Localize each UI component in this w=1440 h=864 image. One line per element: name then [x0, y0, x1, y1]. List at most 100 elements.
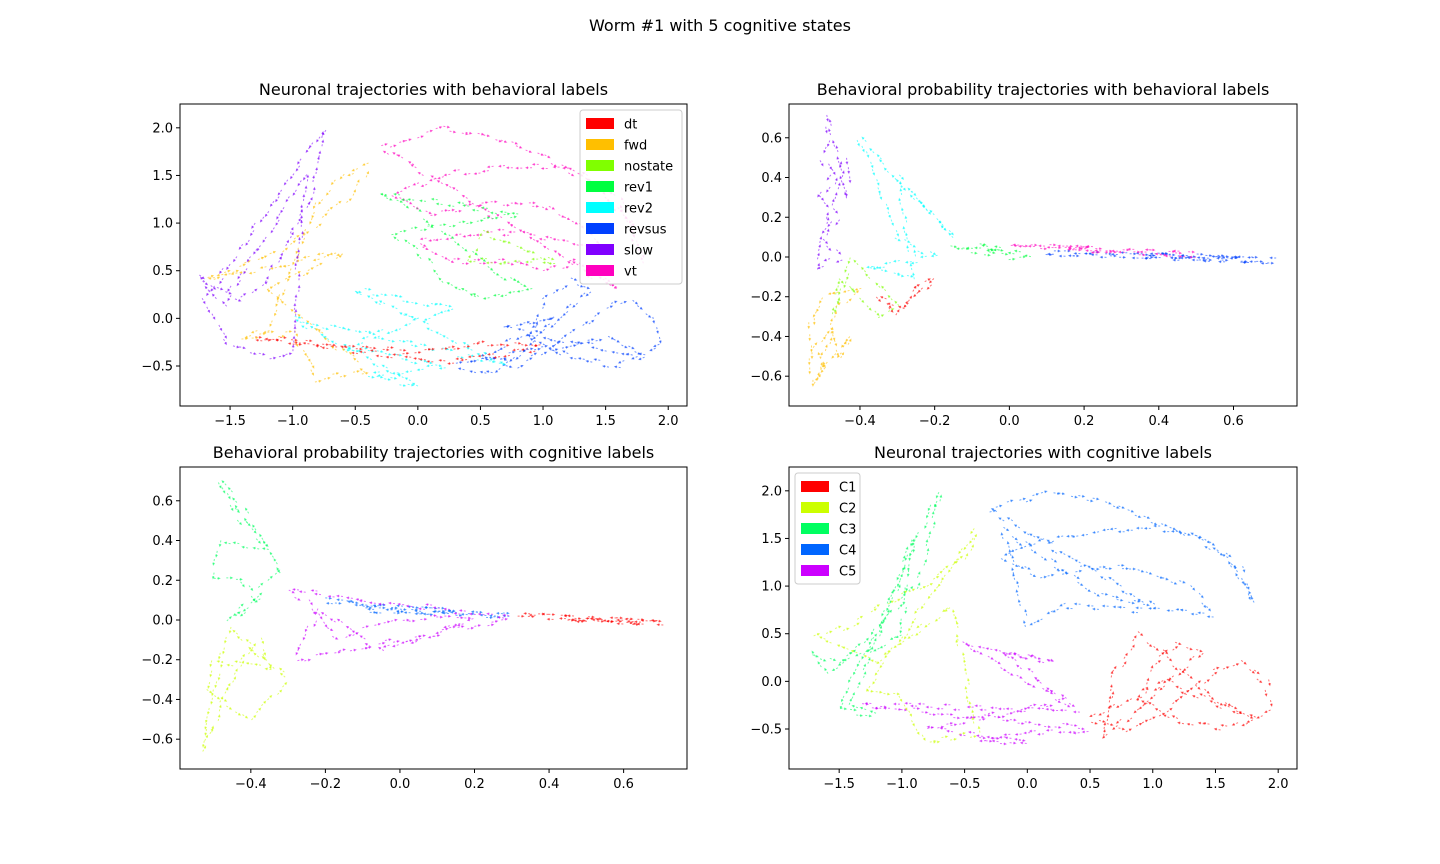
trajectory-arrow [978, 725, 981, 733]
arrow-head [520, 348, 525, 352]
trajectory-arrow [226, 705, 233, 711]
arrow-head [906, 573, 910, 578]
trajectory-arrow [529, 337, 537, 342]
arrow-head [224, 335, 227, 339]
arrow-head [1125, 699, 1129, 702]
arrow-head [297, 597, 301, 601]
arrow-head [956, 247, 960, 251]
arrow-head [602, 364, 606, 368]
arrow-head [471, 612, 475, 616]
trajectory-arrow [504, 337, 512, 342]
arrow-head [548, 338, 553, 342]
trajectory-arrow [841, 170, 845, 178]
arrow-head [217, 656, 221, 660]
arrow-head [410, 641, 414, 645]
arrow-head [410, 164, 414, 168]
arrow-head [391, 339, 396, 343]
trajectory-arrow [541, 345, 549, 348]
arrow-head [452, 224, 457, 228]
arrow-head [913, 249, 917, 253]
trajectory-arrow [262, 649, 267, 657]
trajectory-arrow [820, 351, 823, 359]
trajectory-arrow [1091, 721, 1099, 725]
arrow-head [216, 276, 221, 280]
series-fwd [207, 162, 370, 383]
trajectory-arrow [355, 291, 362, 296]
arrow-head [884, 655, 888, 659]
arrow-head [1036, 732, 1041, 736]
arrow-head [593, 358, 597, 362]
arrow-head [364, 642, 368, 646]
arrow-head [234, 504, 238, 509]
arrow-head [870, 689, 874, 693]
legend-swatch [801, 481, 829, 492]
arrow-head [1247, 256, 1251, 260]
arrow-head [395, 191, 400, 194]
arrow-head [516, 289, 520, 293]
arrow-head [1248, 596, 1251, 601]
trajectory-arrow [834, 191, 838, 199]
arrow-head [291, 590, 295, 594]
arrow-head [476, 353, 480, 356]
arrow-head [368, 287, 372, 291]
arrow-head [1028, 654, 1033, 658]
trajectory-arrow [479, 370, 487, 374]
trajectory-arrow [637, 618, 645, 621]
arrow-head [388, 352, 392, 356]
arrow-head [981, 715, 985, 719]
arrow-head [223, 541, 227, 545]
arrow-head [294, 308, 298, 312]
arrow-head [1131, 644, 1135, 648]
arrow-head [817, 194, 821, 198]
arrow-head [1172, 258, 1176, 262]
series-rev1 [950, 242, 1032, 261]
trajectory-arrow [273, 281, 281, 286]
arrow-head [342, 648, 347, 652]
trajectory-arrow [835, 287, 838, 295]
trajectory-arrow [870, 646, 874, 653]
arrow-head [957, 716, 961, 720]
arrow-head [467, 345, 471, 349]
arrow-head [1188, 255, 1192, 259]
arrow-head [577, 357, 582, 361]
arrow-head [545, 207, 549, 211]
arrow-head [1177, 721, 1181, 725]
arrow-head [282, 292, 285, 296]
trajectory-arrow [248, 271, 256, 275]
arrow-head [486, 230, 490, 234]
trajectory-arrow [214, 695, 221, 700]
trajectory-arrow [314, 608, 319, 616]
trajectory-arrow [234, 298, 242, 302]
arrow-head [1109, 684, 1113, 688]
trajectory-arrow [371, 362, 379, 368]
trajectory-arrow [530, 352, 538, 357]
trajectory-arrow [360, 604, 368, 606]
trajectory-arrow [901, 590, 908, 595]
arrow-head [290, 308, 294, 312]
trajectory-arrow [937, 726, 945, 729]
trajectory-arrow [820, 363, 825, 371]
arrow-head [217, 576, 221, 580]
arrow-head [905, 546, 909, 550]
trajectory-arrow [318, 613, 323, 620]
trajectory-arrow [278, 256, 283, 263]
arrow-head [1071, 704, 1076, 707]
trajectory-arrow [332, 635, 339, 641]
trajectory-arrow [502, 344, 510, 347]
arrow-head [422, 320, 426, 324]
arrow-head [226, 663, 230, 667]
trajectory-arrow [401, 358, 409, 361]
trajectory-arrow [893, 692, 901, 695]
arrow-head [908, 557, 912, 562]
trajectory-arrow [847, 167, 850, 175]
trajectory-arrow [335, 254, 343, 259]
arrow-head [634, 620, 638, 624]
arrow-head [309, 221, 313, 225]
trajectory-arrow [512, 348, 520, 351]
arrow-head [877, 266, 881, 270]
trajectory-arrow [941, 607, 949, 613]
arrow-head [971, 709, 975, 713]
arrow-head [486, 612, 490, 616]
legend-label: revsus [624, 223, 667, 238]
arrow-head [1102, 728, 1106, 733]
